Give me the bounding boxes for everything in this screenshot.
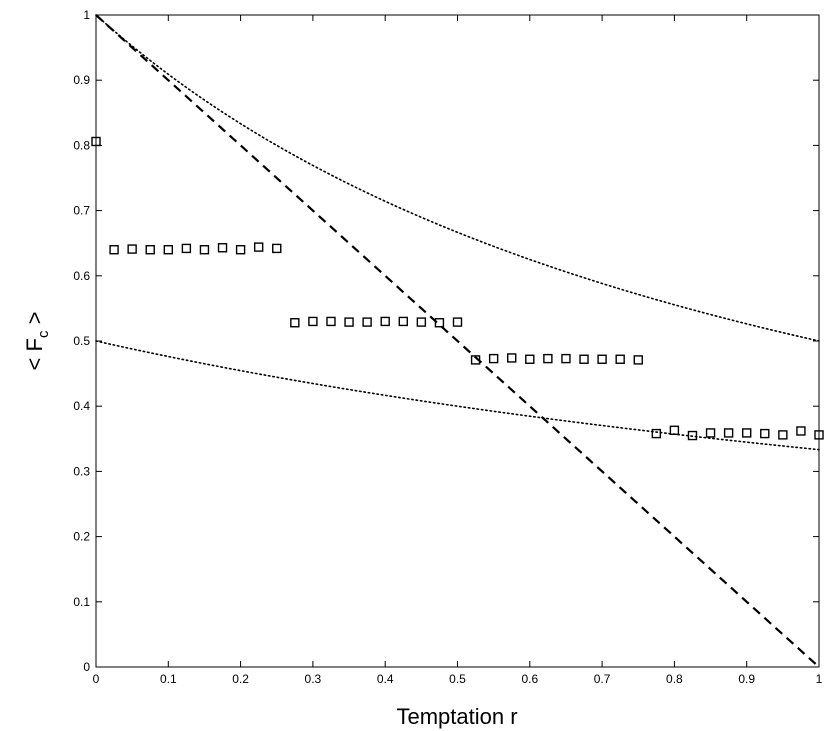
- square-marker: [452, 317, 463, 327]
- square-marker: [398, 316, 408, 327]
- square-marker: [488, 353, 499, 364]
- y-tick-label: 0.1: [73, 595, 90, 609]
- square-marker: [145, 245, 155, 255]
- x-tick-label: 0.8: [666, 672, 683, 686]
- square-marker: [579, 354, 589, 364]
- square-marker: [561, 353, 571, 364]
- square-marker: [380, 316, 390, 327]
- square-marker: [705, 428, 716, 438]
- square-marker: [127, 244, 137, 254]
- square-marker: [633, 355, 643, 365]
- square-marker: [109, 245, 119, 255]
- y-axis-title-end: >: [22, 312, 47, 331]
- square-marker: [778, 430, 788, 440]
- upper-dotted-curve: [95, 14, 820, 342]
- x-tick-label: 0: [93, 672, 100, 686]
- square-marker: [416, 317, 427, 327]
- y-tick-label: 0.3: [73, 464, 90, 478]
- y-axis-title: < Fc >: [22, 312, 52, 371]
- square-marker: [253, 242, 264, 252]
- square-marker: [543, 353, 553, 364]
- square-marker: [235, 245, 246, 255]
- x-tick-label: 0.5: [449, 672, 466, 686]
- x-tick-label: 0.1: [160, 672, 177, 686]
- x-tick-label: 0.9: [738, 672, 755, 686]
- x-axis-title: Temptation r: [396, 704, 517, 729]
- y-tick-label: 0.2: [73, 530, 90, 544]
- square-marker: [615, 354, 625, 364]
- x-tick-label: 0.2: [232, 672, 249, 686]
- square-marker: [163, 245, 174, 255]
- square-marker: [290, 318, 300, 328]
- square-marker: [308, 316, 318, 327]
- square-marker: [742, 428, 752, 438]
- square-marker: [669, 425, 680, 436]
- y-tick-label: 1: [83, 8, 90, 22]
- y-axis-title-main: < F: [22, 338, 47, 370]
- y-tick-label: 0.6: [73, 269, 90, 283]
- square-marker: [362, 317, 372, 327]
- square-marker: [181, 243, 192, 254]
- y-tick-label: 0.9: [73, 73, 90, 87]
- lower-dotted-curve: [95, 340, 820, 451]
- square-marker: [687, 430, 698, 441]
- square-marker: [326, 316, 336, 327]
- y-tick-label: 0.5: [73, 334, 90, 348]
- x-tick-label: 0.7: [594, 672, 611, 686]
- x-tick-label: 0.4: [377, 672, 394, 686]
- square-marker: [597, 354, 607, 364]
- x-tick-label: 0.3: [305, 672, 322, 686]
- y-tick-label: 0.7: [73, 204, 90, 218]
- curves-layer: [95, 14, 820, 668]
- square-marker: [723, 428, 734, 438]
- x-tick-label: 1: [816, 672, 823, 686]
- square-marker: [217, 243, 228, 253]
- y-tick-label: 0.4: [73, 399, 90, 413]
- y-axis-title-subscript: c: [35, 330, 52, 338]
- square-marker: [470, 355, 481, 365]
- markers-layer: [91, 136, 824, 441]
- square-marker: [525, 354, 535, 364]
- y-axis: 0 0.1 0.2 0.3 0.4 0.5 0.6 0.7 0.8 0.9 1: [73, 8, 819, 674]
- y-tick-label: 0.8: [73, 138, 90, 152]
- square-marker: [272, 243, 282, 254]
- square-marker: [199, 245, 210, 255]
- square-marker: [344, 317, 354, 327]
- square-marker: [507, 353, 517, 363]
- square-marker: [796, 426, 806, 436]
- square-marker: [434, 318, 445, 328]
- square-marker: [651, 428, 662, 439]
- x-axis: 0 0.1 0.2 0.3 0.4 0.5 0.6 0.7 0.8 0.9 1: [93, 15, 823, 686]
- x-tick-label: 0.6: [521, 672, 538, 686]
- dashed-line: [95, 14, 820, 668]
- square-marker: [760, 428, 770, 439]
- y-tick-label: 0: [83, 660, 90, 674]
